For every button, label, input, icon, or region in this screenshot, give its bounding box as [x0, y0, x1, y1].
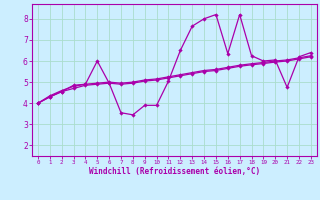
X-axis label: Windchill (Refroidissement éolien,°C): Windchill (Refroidissement éolien,°C)	[89, 167, 260, 176]
